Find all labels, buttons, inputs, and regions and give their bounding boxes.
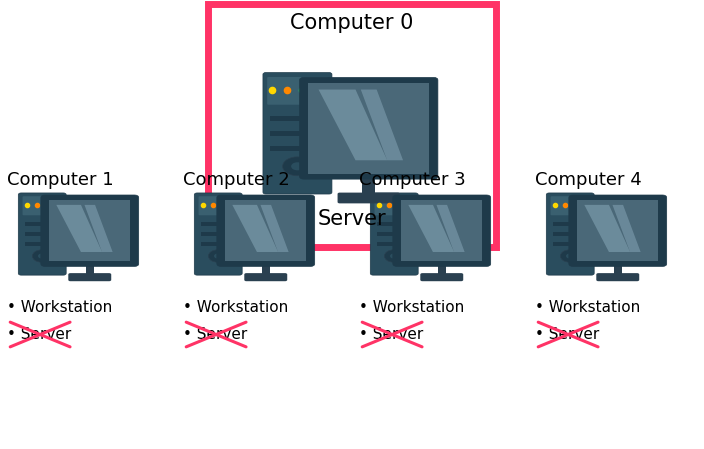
Polygon shape xyxy=(360,89,403,160)
Polygon shape xyxy=(260,205,289,252)
Bar xyxy=(553,223,587,226)
Bar xyxy=(308,83,429,174)
FancyBboxPatch shape xyxy=(420,273,463,281)
Bar xyxy=(225,200,306,261)
Bar xyxy=(401,200,482,261)
Circle shape xyxy=(560,250,580,262)
Bar xyxy=(25,223,59,226)
Bar xyxy=(613,261,622,274)
FancyBboxPatch shape xyxy=(393,195,491,266)
Text: • Workstation: • Workstation xyxy=(183,300,289,315)
Polygon shape xyxy=(584,205,630,252)
FancyBboxPatch shape xyxy=(596,273,639,281)
FancyBboxPatch shape xyxy=(68,273,111,281)
Bar xyxy=(363,174,375,194)
FancyBboxPatch shape xyxy=(23,196,62,216)
Bar xyxy=(377,242,411,246)
Circle shape xyxy=(208,250,228,262)
Polygon shape xyxy=(436,205,465,252)
Bar xyxy=(553,232,587,236)
FancyBboxPatch shape xyxy=(194,193,242,275)
Bar xyxy=(201,242,235,246)
Polygon shape xyxy=(612,205,641,252)
Polygon shape xyxy=(232,205,278,252)
Circle shape xyxy=(384,250,404,262)
FancyBboxPatch shape xyxy=(217,195,315,266)
Bar xyxy=(377,223,411,226)
Polygon shape xyxy=(84,205,113,252)
Text: • Server: • Server xyxy=(7,327,71,342)
Circle shape xyxy=(38,253,46,259)
Bar xyxy=(270,131,325,136)
Text: • Server: • Server xyxy=(183,327,247,342)
Bar xyxy=(49,200,130,261)
FancyBboxPatch shape xyxy=(375,196,414,216)
Text: • Server: • Server xyxy=(359,327,423,342)
Polygon shape xyxy=(318,89,387,160)
Bar xyxy=(577,200,658,261)
Bar xyxy=(201,232,235,236)
Text: Computer 3: Computer 3 xyxy=(359,171,466,189)
FancyBboxPatch shape xyxy=(18,193,66,275)
Bar xyxy=(553,242,587,246)
FancyBboxPatch shape xyxy=(300,77,438,179)
Circle shape xyxy=(214,253,222,259)
Text: Computer 1: Computer 1 xyxy=(7,171,113,189)
Text: Computer 4: Computer 4 xyxy=(535,171,642,189)
Circle shape xyxy=(283,157,313,176)
Polygon shape xyxy=(408,205,454,252)
Circle shape xyxy=(390,253,398,259)
FancyBboxPatch shape xyxy=(268,77,328,105)
Bar xyxy=(270,116,325,121)
Bar xyxy=(201,223,235,226)
Text: Server: Server xyxy=(318,209,386,229)
FancyBboxPatch shape xyxy=(263,73,332,194)
Text: • Server: • Server xyxy=(535,327,599,342)
Text: • Workstation: • Workstation xyxy=(359,300,465,315)
FancyBboxPatch shape xyxy=(199,196,238,216)
FancyBboxPatch shape xyxy=(546,193,594,275)
Circle shape xyxy=(291,162,304,170)
Bar xyxy=(25,232,59,236)
Bar xyxy=(261,261,270,274)
Bar xyxy=(377,232,411,236)
Bar xyxy=(86,261,94,274)
FancyBboxPatch shape xyxy=(338,193,400,203)
Polygon shape xyxy=(56,205,102,252)
FancyBboxPatch shape xyxy=(41,195,139,266)
Text: • Workstation: • Workstation xyxy=(7,300,113,315)
Bar xyxy=(270,145,325,151)
Text: • Workstation: • Workstation xyxy=(535,300,641,315)
FancyBboxPatch shape xyxy=(551,196,590,216)
FancyBboxPatch shape xyxy=(244,273,287,281)
FancyBboxPatch shape xyxy=(569,195,667,266)
Bar xyxy=(25,242,59,246)
Circle shape xyxy=(32,250,52,262)
Bar xyxy=(437,261,446,274)
Circle shape xyxy=(566,253,574,259)
Text: Computer 2: Computer 2 xyxy=(183,171,290,189)
FancyBboxPatch shape xyxy=(370,193,418,275)
FancyBboxPatch shape xyxy=(208,4,496,247)
Text: Computer 0: Computer 0 xyxy=(290,13,414,34)
